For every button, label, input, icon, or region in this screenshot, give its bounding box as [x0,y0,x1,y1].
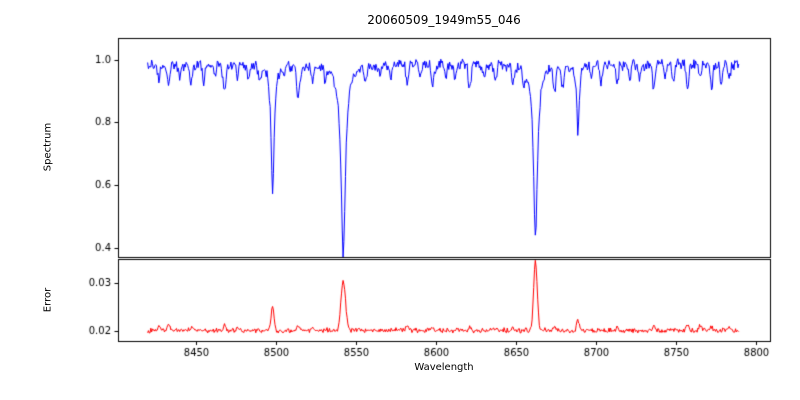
error-y-axis-label: Error [42,287,54,313]
wavelength-x-axis-label: Wavelength [414,362,474,373]
spectrum-y-axis-label: Spectrum [42,122,54,172]
chart-title: 20060509_1949m55_046 [367,13,521,27]
